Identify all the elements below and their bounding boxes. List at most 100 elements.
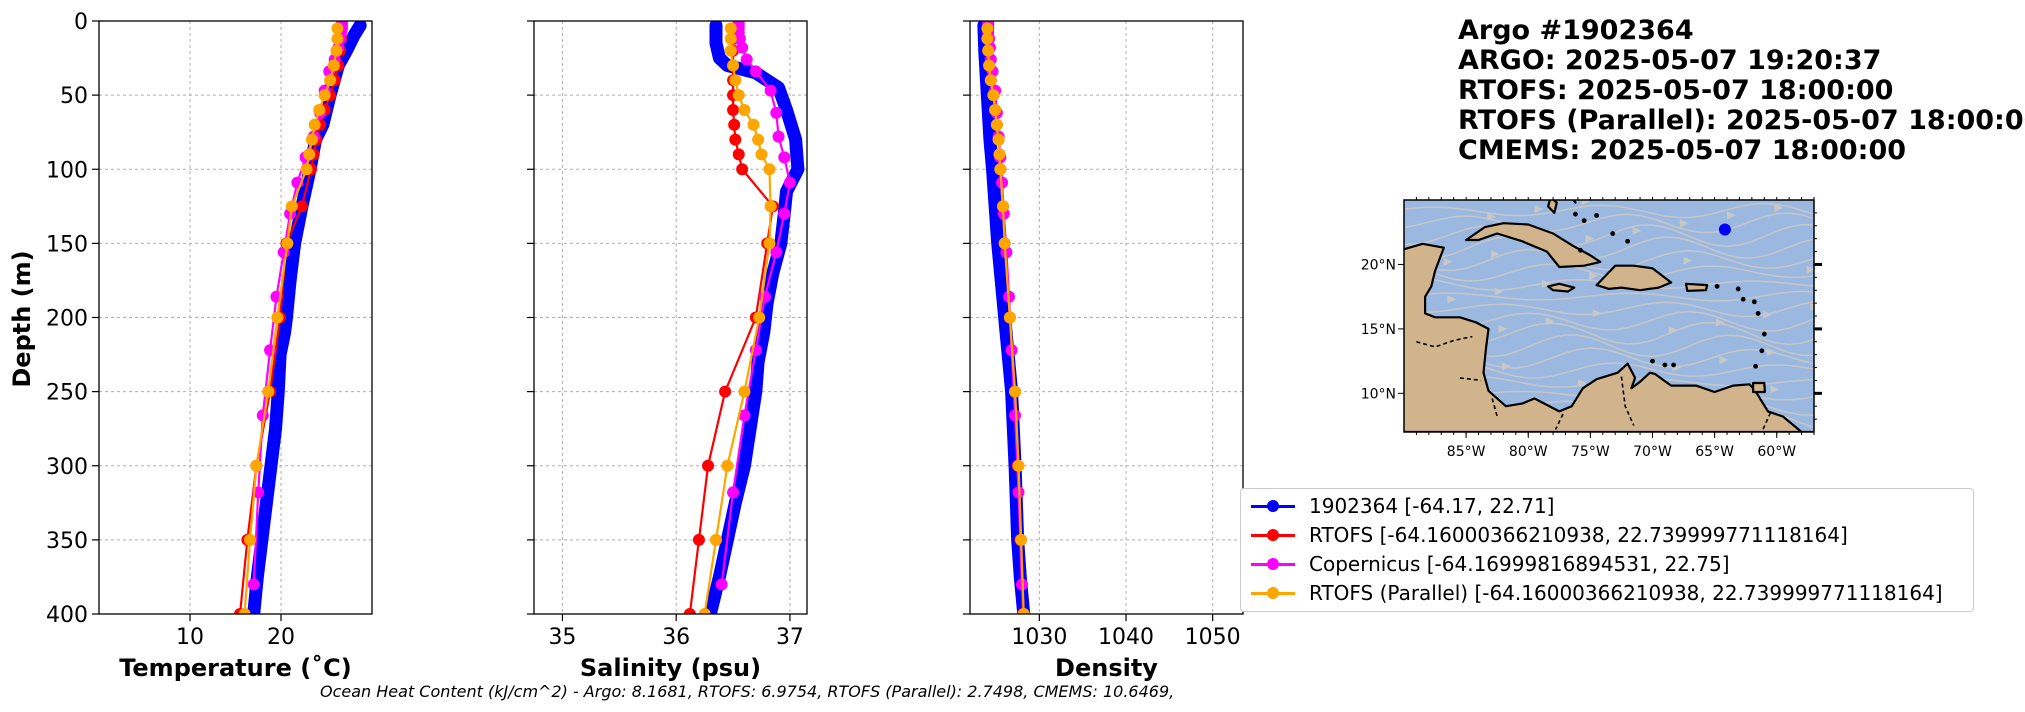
series-group xyxy=(234,21,367,614)
data-point-rtofs-parallel- xyxy=(331,22,344,35)
current-arrow xyxy=(1545,317,1555,326)
data-point-copernicus xyxy=(783,176,796,189)
current-arrow xyxy=(1487,212,1497,221)
data-point-rtofs xyxy=(728,118,741,131)
data-point-copernicus xyxy=(778,207,791,220)
data-point-rtofs-parallel- xyxy=(1017,608,1030,614)
data-point-copernicus xyxy=(740,53,753,66)
data-point-rtofs xyxy=(732,148,745,161)
land-mass xyxy=(1684,282,1709,292)
map-content xyxy=(1404,181,1827,432)
legend-item-rtofs-parallel: RTOFS (Parallel) [-64.16000366210938, 22… xyxy=(1249,580,1943,606)
data-point-rtofs xyxy=(727,103,740,116)
location-map: 85°W 80°W 75°W 70°W 65°W 60°W 20°N 15°N 10°N xyxy=(1361,181,1827,460)
y-tick-label: 100 xyxy=(46,158,88,183)
legend-label: RTOFS [-64.16000366210938, 22.7399997711… xyxy=(1309,523,1848,547)
legend-label: Copernicus [-64.16999816894531, 22.75] xyxy=(1309,552,1730,576)
current-streamline xyxy=(1404,248,1814,272)
data-point-1902364 xyxy=(995,274,1008,287)
map-lon-label: 65°W xyxy=(1695,444,1734,460)
current-streamline xyxy=(1404,223,1814,248)
current-arrow xyxy=(1502,362,1512,371)
data-point-rtofs-parallel- xyxy=(998,237,1011,250)
data-point-rtofs-parallel- xyxy=(763,237,776,250)
land-mass xyxy=(1595,264,1673,292)
y-tick-label: 350 xyxy=(46,529,88,554)
current-streamline xyxy=(1404,212,1814,234)
legend: 1902364 [-64.17, 22.71] RTOFS [-64.16000… xyxy=(1240,488,1974,612)
data-point-rtofs-parallel- xyxy=(981,32,994,45)
legend-label: 1902364 [-64.17, 22.71] xyxy=(1309,494,1555,518)
data-point-rtofs-parallel- xyxy=(313,103,326,116)
current-arrow xyxy=(1498,324,1508,333)
data-point-copernicus xyxy=(778,151,791,164)
land-mass xyxy=(1497,181,1528,198)
data-point-copernicus xyxy=(770,106,783,119)
legend-swatch xyxy=(1249,583,1297,603)
data-point-rtofs-parallel- xyxy=(331,32,344,45)
data-point-rtofs-parallel- xyxy=(285,200,298,213)
current-arrow xyxy=(1715,318,1725,327)
x-tick-label: 20 xyxy=(267,625,295,650)
island xyxy=(1650,358,1655,364)
data-point-1902364 xyxy=(247,608,260,614)
map-lon-label: 80°W xyxy=(1509,444,1548,460)
data-point-rtofs-parallel- xyxy=(992,133,1005,146)
data-point-rtofs xyxy=(702,459,715,472)
series-line-1902364 xyxy=(977,21,1031,614)
current-arrow xyxy=(1581,200,1591,206)
island xyxy=(1625,238,1631,244)
current-arrow xyxy=(1818,378,1827,386)
data-point-copernicus xyxy=(772,130,785,143)
data-point-rtofs-parallel- xyxy=(721,459,734,472)
current-arrow xyxy=(1577,379,1587,388)
data-point-rtofs-parallel- xyxy=(753,311,766,324)
temperature-panel: 10 20050100150200250300350400Temperature … xyxy=(46,10,373,682)
island xyxy=(1761,331,1767,337)
title-line-cmems-time: CMEMS: 2025-05-07 18:00:00 xyxy=(1458,135,1907,166)
data-point-rtofs-parallel- xyxy=(724,44,737,57)
data-point-rtofs-parallel- xyxy=(324,74,337,87)
current-arrow xyxy=(1806,265,1814,274)
land-mass xyxy=(1546,200,1558,214)
title-line-rtofs-time: RTOFS: 2025-05-07 18:00:00 xyxy=(1458,75,1894,106)
island xyxy=(1610,231,1616,236)
current-arrow xyxy=(1766,348,1776,357)
data-point-1902364 xyxy=(710,37,722,50)
title-line-argo-id: Argo #1902364 xyxy=(1458,15,1694,46)
data-point-rtofs-parallel- xyxy=(318,89,331,102)
y-tick-label: 250 xyxy=(46,381,88,406)
series-line-1902364 xyxy=(247,21,367,614)
island xyxy=(1662,362,1668,368)
data-point-rtofs-parallel- xyxy=(984,74,997,87)
current-arrow xyxy=(1447,295,1457,304)
current-arrow xyxy=(1810,302,1814,311)
map-lat-label: 15°N xyxy=(1361,322,1396,338)
argo-float-marker xyxy=(1718,223,1731,236)
data-point-rtofs-parallel- xyxy=(262,385,275,398)
map-lat-label: 20°N xyxy=(1361,257,1396,273)
island xyxy=(1755,311,1761,316)
data-point-copernicus xyxy=(1009,409,1022,422)
data-point-rtofs xyxy=(729,133,742,146)
data-point-rtofs-parallel- xyxy=(300,163,313,176)
ocean-heat-content-footer: Ocean Heat Content (kJ/cm^2) - Argo: 8.1… xyxy=(320,682,1175,701)
land-mass xyxy=(1546,282,1576,293)
x-axis-label: Density xyxy=(1055,654,1158,682)
land-mass xyxy=(1464,222,1602,269)
data-point-rtofs-parallel- xyxy=(738,103,751,116)
data-point-copernicus xyxy=(764,84,777,97)
data-point-rtofs-parallel- xyxy=(763,163,776,176)
x-tick-label: 35 xyxy=(548,625,576,650)
map-lat-label: 10°N xyxy=(1361,386,1396,402)
title-line-argo-time: ARGO: 2025-05-07 19:20:37 xyxy=(1458,45,1882,76)
island xyxy=(1759,348,1765,354)
country-border xyxy=(1416,335,1473,348)
legend-swatch xyxy=(1249,554,1297,574)
map-lon-label: 70°W xyxy=(1633,444,1672,460)
data-point-copernicus xyxy=(738,409,751,422)
current-arrow xyxy=(1763,310,1773,319)
data-point-1902364 xyxy=(713,52,726,65)
country-border xyxy=(1761,412,1772,432)
y-tick-label: 300 xyxy=(46,455,88,480)
